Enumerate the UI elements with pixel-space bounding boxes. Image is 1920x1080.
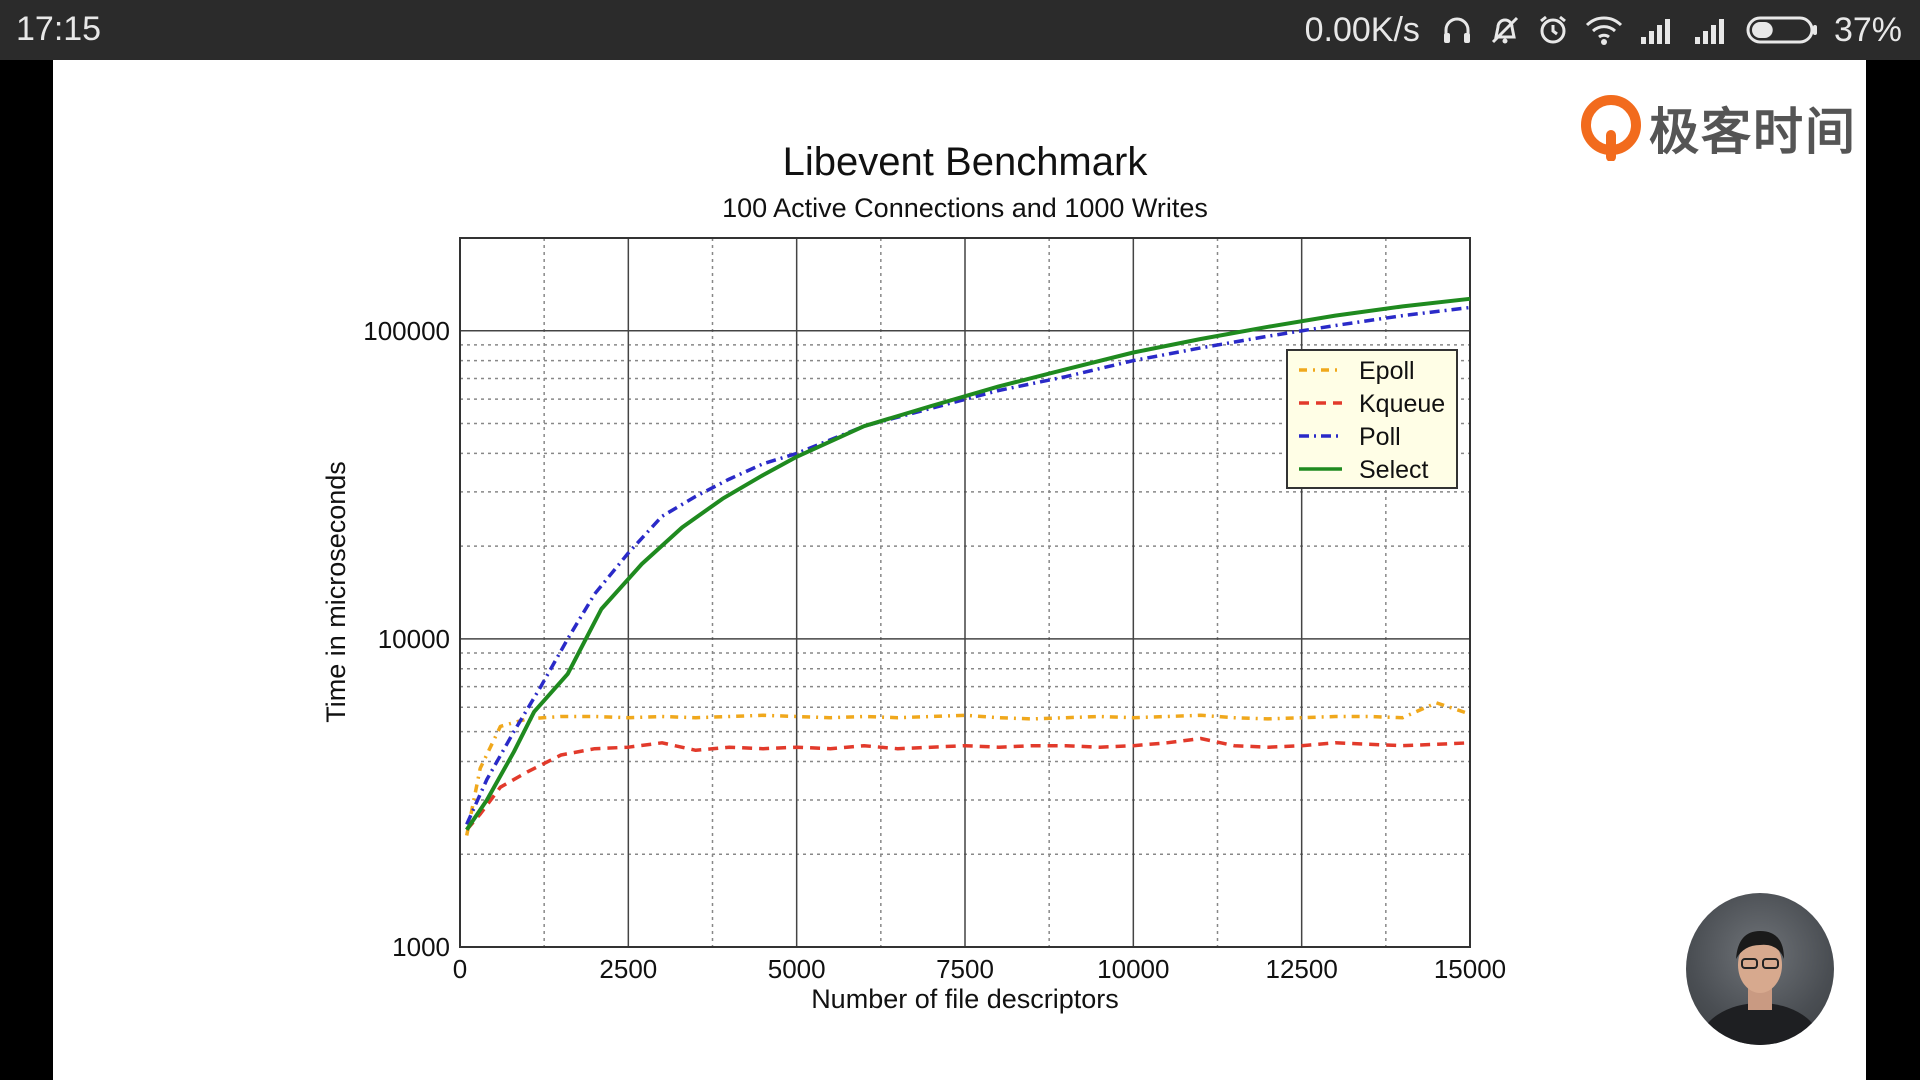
x-tick-label: 10000: [1097, 954, 1169, 984]
series-line-kqueue: [465, 736, 1471, 831]
series-line-poll: [465, 305, 1471, 826]
letterbox-right: [1866, 60, 1920, 1080]
x-tick-label: 12500: [1266, 954, 1338, 984]
logo-text: 极客时间: [1649, 104, 1857, 160]
x-axis-label: Number of file descriptors: [811, 984, 1119, 1014]
x-tick-label: 0: [453, 954, 467, 984]
geektime-logo-icon: [1581, 95, 1641, 161]
slide: 0 2500 5000 7500 10000 12500 15000 1000 10000 100…: [53, 60, 1866, 1080]
letterbox-left: [0, 60, 53, 1080]
x-tick-label: 15000: [1434, 954, 1506, 984]
x-tick-label: 5000: [768, 954, 826, 984]
plot-frame: [459, 237, 1471, 948]
geektime-logo: 极客时间: [1581, 92, 1857, 164]
signal-icon: [1638, 13, 1678, 47]
battery-icon: [1746, 13, 1820, 47]
series-line-select: [465, 296, 1471, 831]
y-tick-label: 100000: [363, 316, 450, 346]
x-tick-label: 7500: [936, 954, 994, 984]
headphones-icon: [1440, 13, 1474, 47]
network-speed: 0.00K/s: [1304, 10, 1420, 49]
chart-subtitle: 100 Active Connections and 1000 Writes: [722, 193, 1208, 223]
legend-label: Poll: [1359, 423, 1401, 451]
alarm-icon: [1536, 13, 1570, 47]
benchmark-chart: 0 2500 5000 7500 10000 12500 15000 1000 10000 100…: [321, 140, 1506, 1014]
status-time: 17:15: [16, 10, 102, 48]
battery-percent: 37%: [1833, 10, 1902, 49]
chart-legend: [1286, 349, 1458, 489]
presenter-avatar: [1686, 893, 1834, 1045]
y-tick-label: 10000: [378, 624, 450, 654]
wifi-icon: [1584, 13, 1624, 47]
status-icons: 0.00K/s 37%: [1305, 6, 1902, 54]
legend-label: Kqueue: [1359, 390, 1445, 418]
legend-label: Select: [1359, 456, 1429, 484]
y-tick-label: 1000: [392, 932, 450, 962]
x-tick-label: 2500: [599, 954, 657, 984]
signal-icon: [1692, 13, 1732, 47]
y-axis-label: Time in microseconds: [321, 461, 351, 723]
chart-title: Libevent Benchmark: [783, 140, 1149, 184]
mute-icon: [1488, 13, 1522, 47]
series-line-epoll: [464, 701, 1471, 836]
status-bar: 17:15 0.00K/s 37%: [0, 0, 1920, 60]
legend-label: Epoll: [1359, 357, 1415, 385]
